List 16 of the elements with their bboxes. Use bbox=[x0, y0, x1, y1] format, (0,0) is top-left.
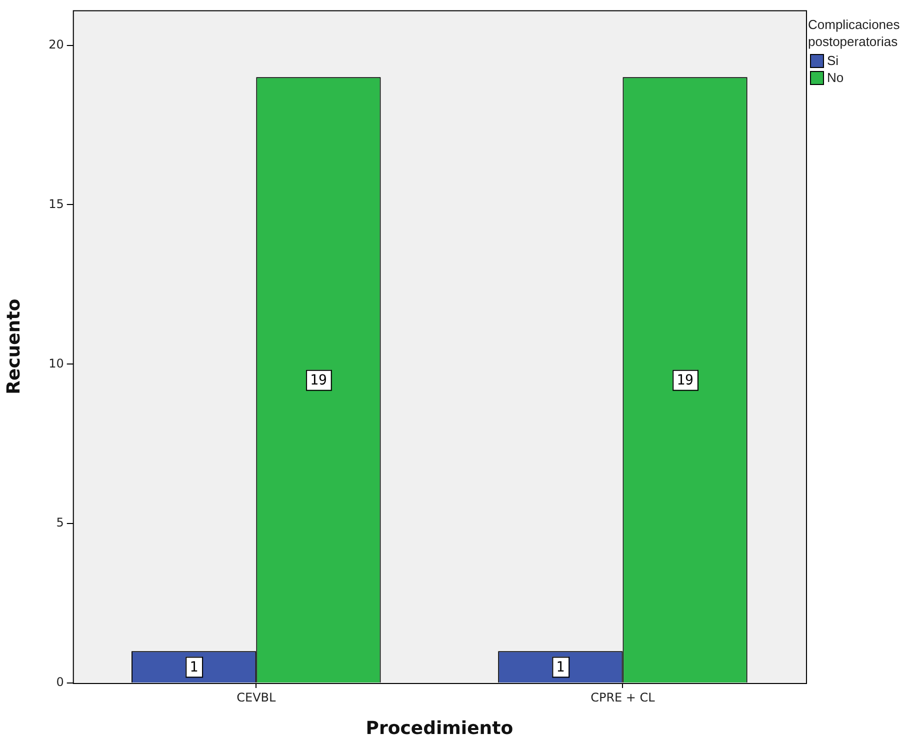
y-axis-title: Recuento bbox=[3, 298, 24, 394]
y-tick-label: 5 bbox=[56, 516, 64, 530]
y-tick-label: 15 bbox=[48, 196, 64, 211]
data-label: 1 bbox=[190, 659, 198, 676]
y-tick-label: 10 bbox=[48, 356, 64, 370]
legend-label: Si bbox=[827, 52, 839, 69]
data-label: 1 bbox=[556, 659, 565, 676]
legend-label: No bbox=[827, 69, 844, 86]
y-tick-label: 0 bbox=[56, 675, 64, 690]
legend-title: Complicaciones postoperatorias bbox=[808, 16, 901, 50]
x-tick-label: CEVBL bbox=[236, 690, 276, 704]
data-label: 19 bbox=[676, 372, 694, 388]
data-label: 19 bbox=[310, 372, 327, 388]
x-tick-label: CPRE + CL bbox=[590, 690, 656, 704]
y-tick-label: 20 bbox=[48, 37, 64, 52]
x-axis-title: Procedimiento bbox=[366, 718, 514, 739]
